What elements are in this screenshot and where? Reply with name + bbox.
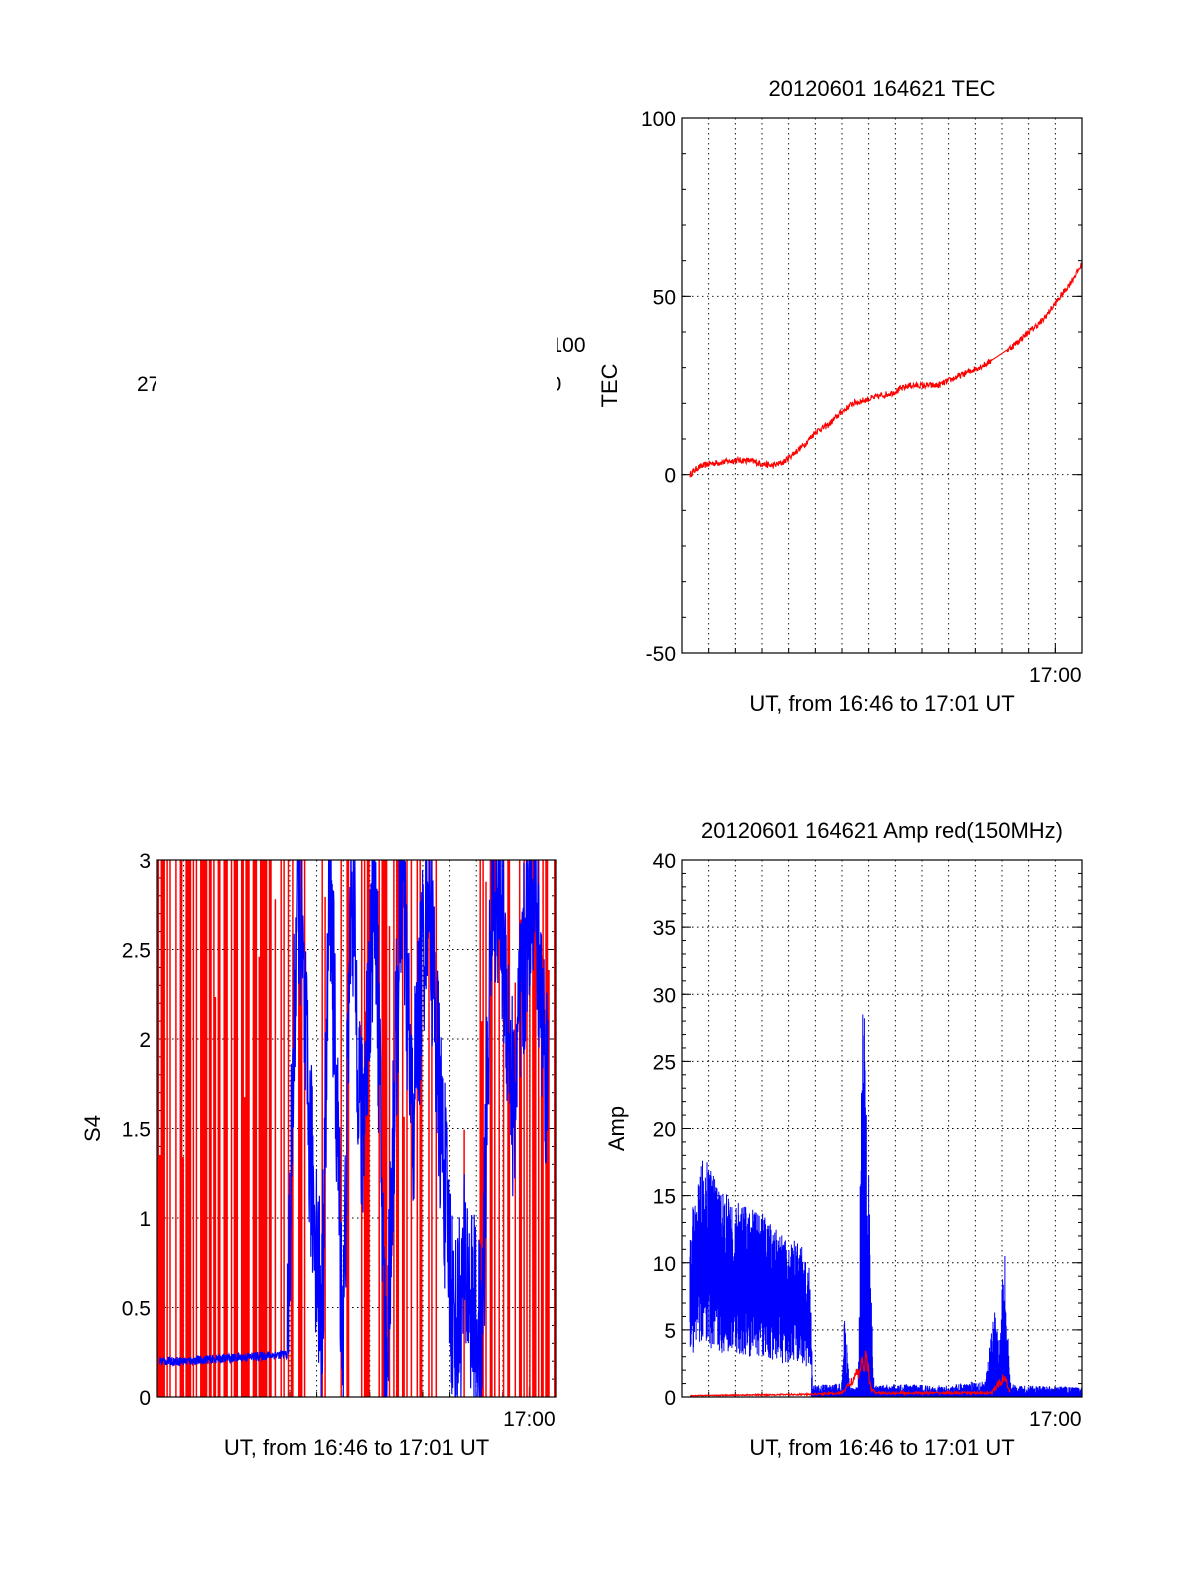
amp-chart: 20120601 164621 Amp red(150MHz) 40 35 30 25 2… bbox=[604, 818, 1083, 1460]
y-tick-label: 100 bbox=[641, 108, 676, 131]
y-tick-label: 40 bbox=[653, 850, 676, 873]
y-tick-label: 35 bbox=[653, 917, 676, 940]
tec-chart: 20120601 164621 TEC 100 50 0 -50 17:00 UT, fro… bbox=[597, 76, 1083, 716]
x-tick-label: 17:00 bbox=[1029, 664, 1082, 687]
y-axis-label: Amp bbox=[604, 1106, 629, 1151]
y-tick-label: 0 bbox=[664, 1387, 676, 1410]
s4-chart-plot-area bbox=[157, 851, 556, 1398]
x-tick-label: 17:00 bbox=[503, 1408, 556, 1431]
s4-chart: 20120601 164621 S4 red(150MHz)32.521.510… bbox=[80, 0, 557, 1460]
s4-blue-series bbox=[159, 859, 549, 1398]
y-tick-label: 2.5 bbox=[122, 940, 151, 963]
y-tick-label: 20 bbox=[653, 1119, 676, 1142]
amp-red-series bbox=[690, 1350, 1011, 1398]
tec-chart-plot-area bbox=[689, 262, 1083, 478]
y-tick-label: 30 bbox=[653, 984, 676, 1007]
x-axis-label: UT, from 16:46 to 17:01 UT bbox=[749, 691, 1014, 716]
amp-chart-plot-area bbox=[689, 1014, 1083, 1398]
tec-chart-title: 20120601 164621 TEC bbox=[768, 76, 995, 101]
polar-radial-label: 100 bbox=[550, 334, 585, 357]
x-axis-label: UT, from 16:46 to 17:01 UT bbox=[749, 1435, 1014, 1460]
y-tick-label: -50 bbox=[646, 643, 676, 666]
amp-blue-series bbox=[689, 1014, 1083, 1397]
s4-red-spikes bbox=[157, 851, 556, 1397]
plot-frame bbox=[681, 859, 1083, 1398]
y-axis-label: TEC bbox=[597, 363, 622, 407]
y-tick-label: 3 bbox=[139, 850, 151, 873]
y-tick-label: 0 bbox=[139, 1387, 151, 1410]
y-tick-label: 1.5 bbox=[122, 1119, 151, 1142]
y-tick-label: 1 bbox=[139, 1208, 151, 1231]
y-tick-label: 2 bbox=[139, 1029, 151, 1052]
y-tick-label: 50 bbox=[653, 286, 676, 309]
y-tick-label: 10 bbox=[653, 1253, 676, 1276]
y-tick-label: 15 bbox=[653, 1186, 676, 1209]
y-tick-label: 0 bbox=[664, 465, 676, 488]
amp-chart-title: 20120601 164621 Amp red(150MHz) bbox=[701, 818, 1063, 843]
x-axis-label: UT, from 16:46 to 17:01 UT bbox=[224, 1435, 489, 1460]
y-axis-label: S4 bbox=[80, 1115, 105, 1142]
clip-mask bbox=[156, 0, 557, 860]
tec-series-line bbox=[689, 262, 1083, 478]
plot-frame bbox=[681, 117, 1083, 654]
plot-frame bbox=[156, 859, 557, 1398]
x-tick-label: 17:00 bbox=[1029, 1408, 1082, 1431]
y-tick-label: 5 bbox=[664, 1320, 676, 1343]
y-tick-label: 25 bbox=[653, 1051, 676, 1074]
y-tick-label: 0.5 bbox=[122, 1298, 151, 1321]
